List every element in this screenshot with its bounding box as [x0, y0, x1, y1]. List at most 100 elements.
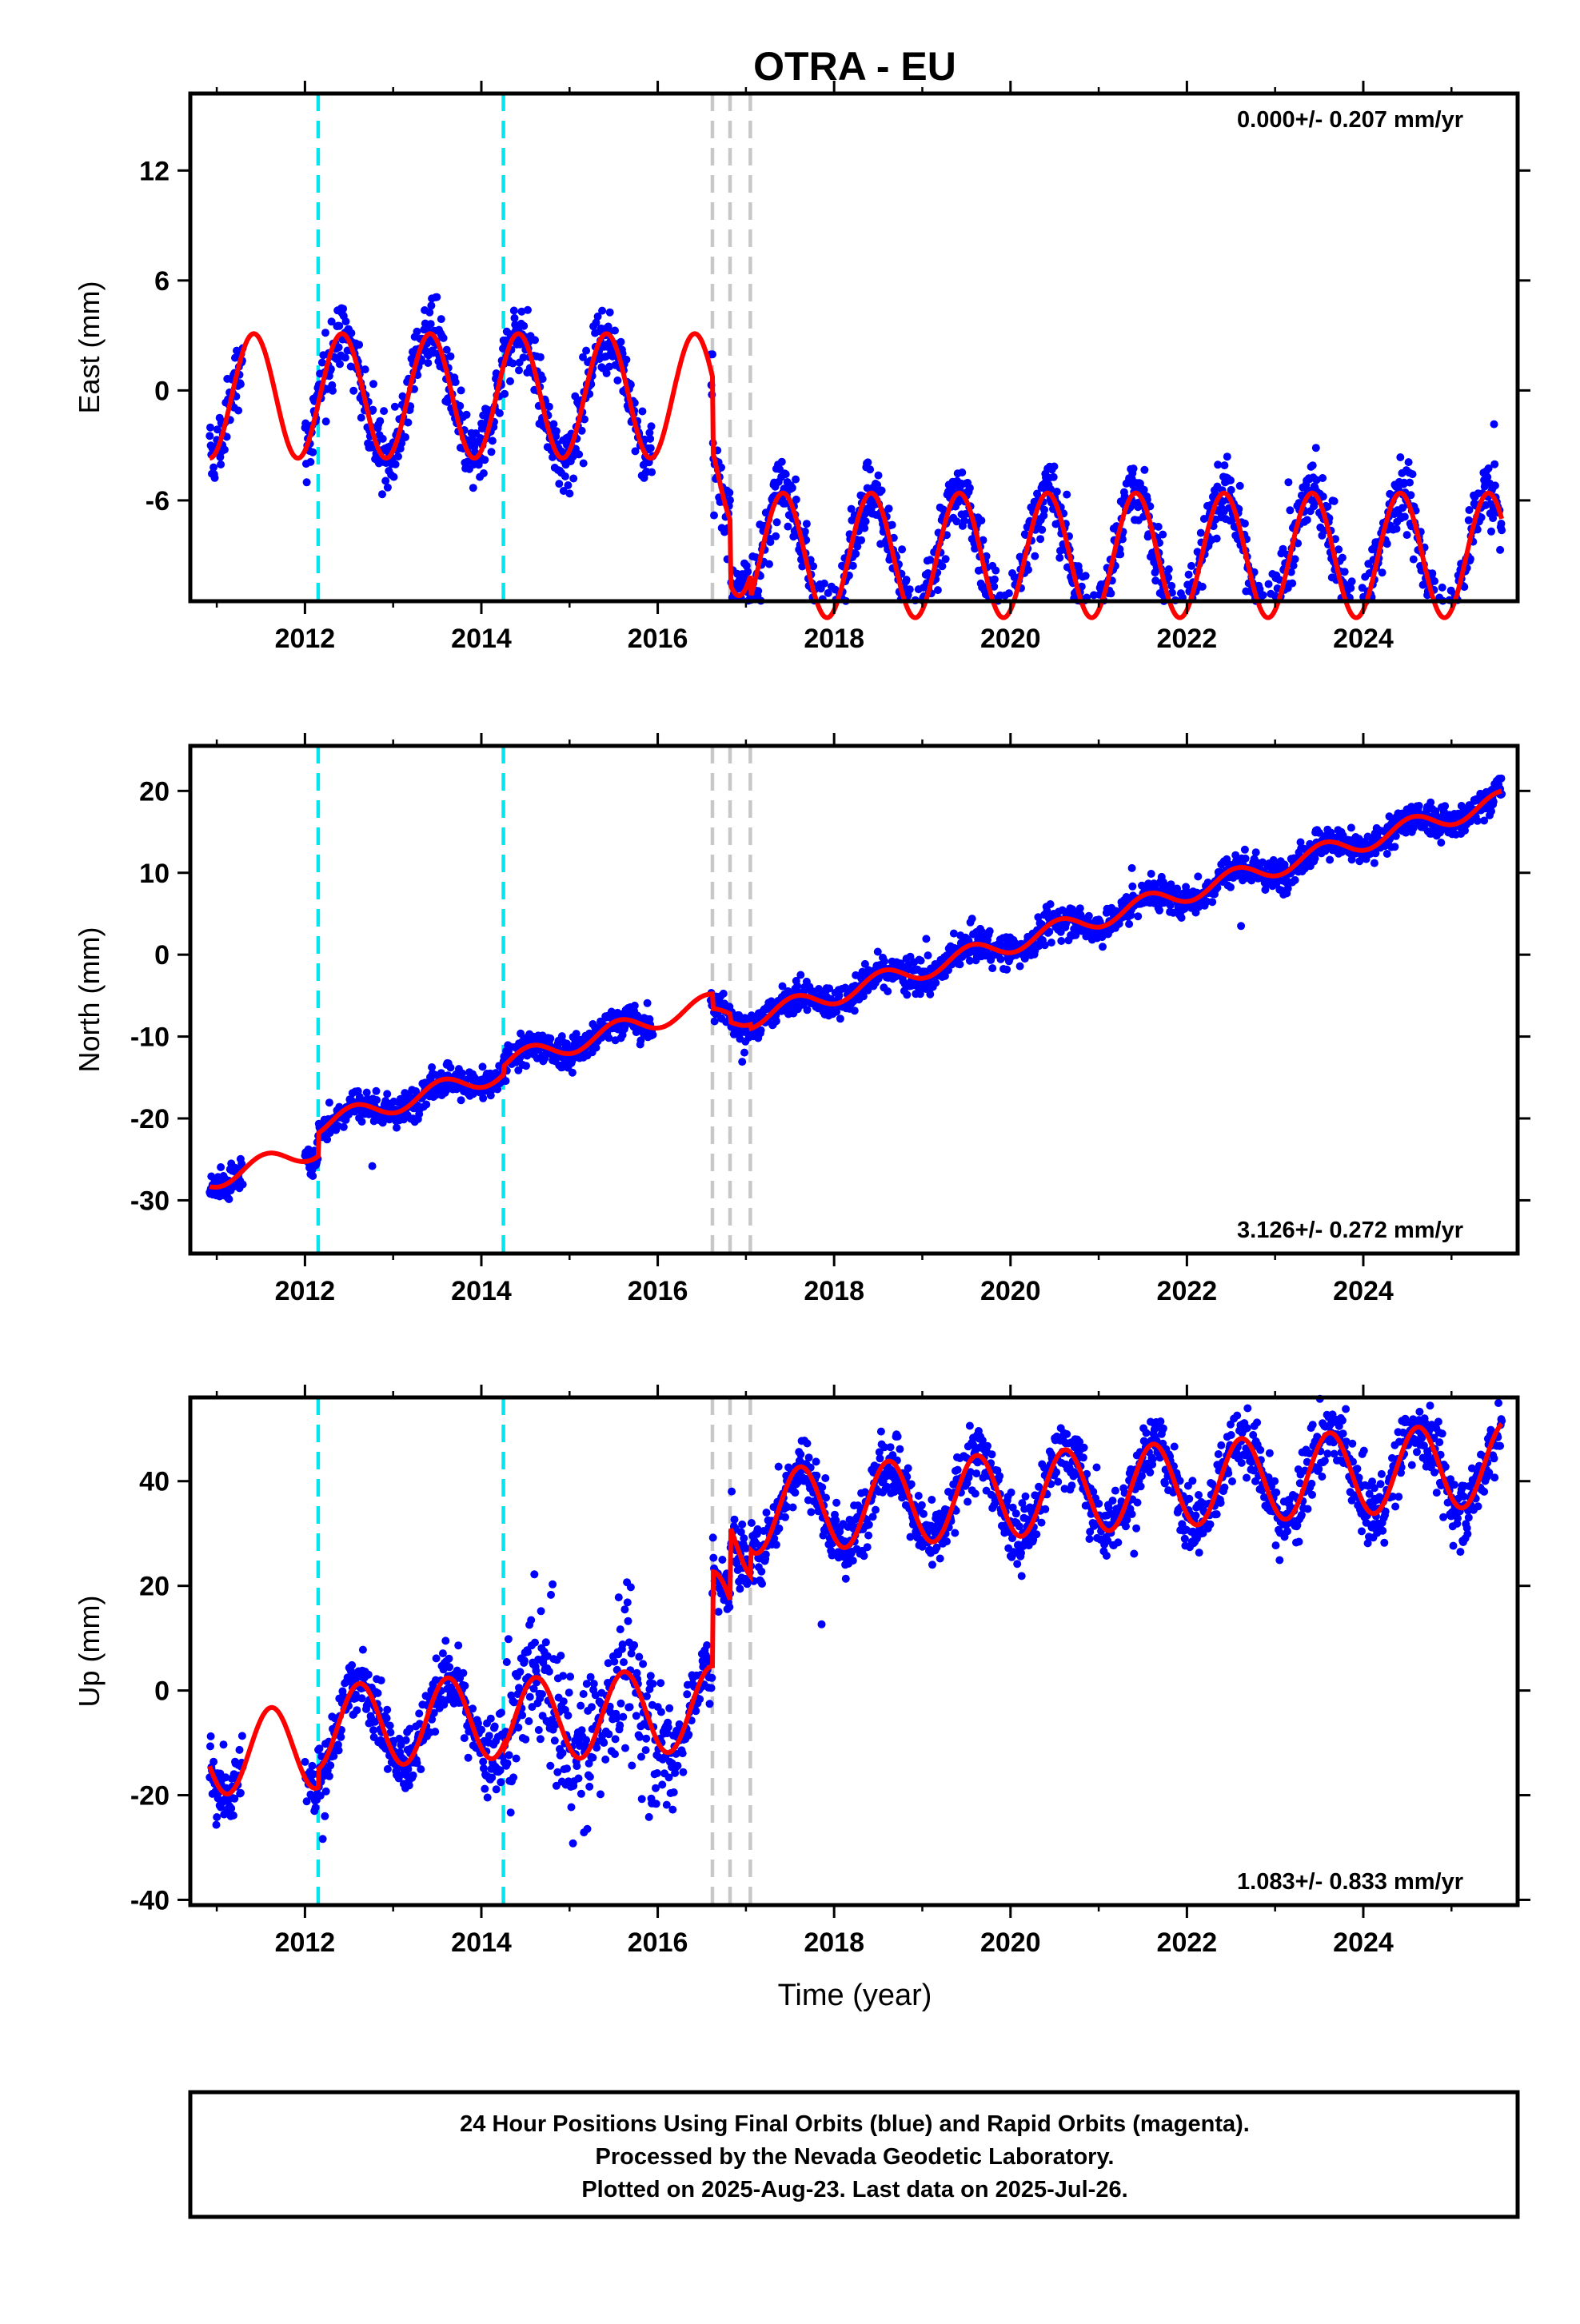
data-point [457, 1096, 465, 1104]
data-point [738, 1521, 746, 1529]
data-point [703, 1641, 711, 1649]
data-point [569, 475, 577, 483]
data-point [583, 1680, 591, 1688]
data-point [564, 1712, 572, 1720]
data-point [1199, 583, 1207, 591]
data-point [577, 1702, 585, 1710]
data-point [782, 470, 790, 478]
data-point [1187, 562, 1195, 570]
x-tick-label: 2016 [628, 1276, 688, 1306]
data-point [1415, 802, 1423, 810]
data-point [613, 377, 621, 385]
data-point [321, 329, 329, 337]
data-point [521, 1656, 529, 1664]
data-point [211, 474, 219, 482]
data-point [507, 1808, 515, 1816]
data-point [551, 1736, 559, 1744]
data-point [788, 484, 796, 492]
data-point [1309, 461, 1317, 469]
data-point [566, 1672, 574, 1680]
data-point [878, 487, 886, 495]
data-point [386, 1722, 394, 1730]
data-point [611, 1750, 619, 1758]
data-point [706, 1700, 714, 1708]
data-point [504, 1760, 512, 1768]
data-point [647, 444, 655, 452]
data-point [373, 1096, 381, 1104]
data-point [469, 484, 477, 492]
data-point [1490, 421, 1498, 429]
data-point [559, 1672, 567, 1680]
y-tick-label: 20 [139, 776, 170, 807]
data-point [668, 1806, 676, 1814]
data-point [207, 1732, 215, 1740]
data-point [644, 999, 652, 1007]
data-point [358, 1118, 366, 1126]
data-point [549, 1581, 557, 1589]
data-point [461, 1682, 469, 1690]
data-point [433, 293, 441, 301]
data-point [997, 955, 1005, 963]
data-point [518, 1712, 526, 1720]
data-point [510, 307, 518, 315]
data-point [648, 422, 656, 430]
data-point [1241, 846, 1249, 854]
y-tick-label: 12 [139, 156, 170, 186]
data-point [656, 1679, 664, 1687]
data-point [503, 1658, 511, 1666]
x-tick-label: 2024 [1333, 1276, 1394, 1306]
data-point [1393, 525, 1401, 533]
data-point [1178, 914, 1186, 922]
data-point [309, 448, 317, 456]
data-point [1496, 546, 1504, 554]
data-point [380, 407, 388, 415]
data-point [319, 1835, 327, 1843]
data-point [804, 1006, 812, 1014]
data-point [632, 1712, 640, 1720]
data-point [836, 1015, 844, 1022]
data-point [526, 1693, 534, 1701]
data-point [1227, 476, 1235, 484]
data-point [647, 1672, 655, 1680]
data-point [1116, 550, 1124, 558]
data-point [220, 1740, 228, 1748]
data-point [1197, 529, 1205, 537]
data-point [1147, 870, 1155, 878]
data-point [535, 1726, 543, 1734]
data-point [589, 1754, 596, 1762]
data-point [521, 1736, 529, 1744]
data-point [309, 1172, 317, 1180]
data-point [413, 328, 421, 336]
data-point [239, 1181, 247, 1189]
data-point [1487, 528, 1495, 536]
data-point [638, 1795, 646, 1803]
data-point [1312, 444, 1320, 452]
data-point [213, 1821, 221, 1829]
data-point [335, 1747, 343, 1755]
data-point [427, 320, 435, 328]
data-point [1194, 872, 1202, 880]
x-tick-label: 2018 [804, 624, 864, 654]
data-point [325, 1098, 333, 1106]
data-point [657, 1708, 665, 1716]
data-point [611, 327, 619, 335]
data-point [772, 1017, 780, 1025]
y-tick-label: 0 [154, 940, 170, 971]
data-point [431, 1728, 439, 1736]
data-point [479, 1094, 487, 1102]
data-point [718, 1556, 726, 1564]
data-point [645, 1813, 653, 1821]
data-point [459, 1669, 467, 1677]
data-point [1125, 920, 1133, 928]
data-point [1401, 512, 1409, 520]
data-point [339, 305, 347, 313]
data-point [530, 1570, 538, 1578]
y-tick-label: 0 [154, 376, 170, 406]
data-point [637, 1753, 645, 1761]
data-point [365, 1671, 373, 1679]
data-point [620, 1605, 628, 1613]
data-point [1341, 568, 1349, 576]
data-point [616, 1721, 624, 1729]
data-point [616, 1625, 624, 1633]
